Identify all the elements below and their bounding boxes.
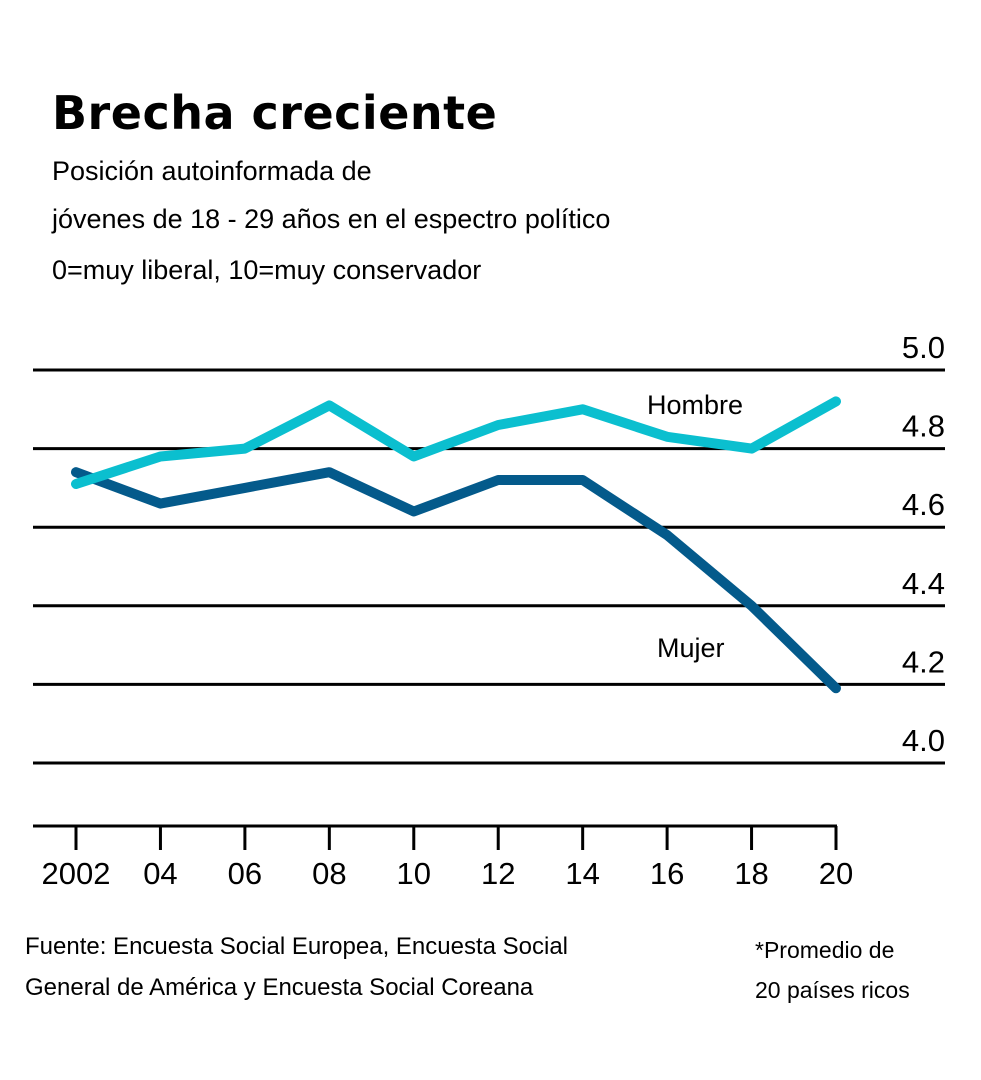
series-label-hombre: Hombre [647, 390, 743, 420]
series-lines [71, 396, 841, 694]
line-chart: 4.04.24.44.64.85.0 2002 04 06 08 10 12 14 16 18 2… [33, 330, 945, 891]
chart-subtitle-line-1: Posición autoinformada de [52, 156, 372, 186]
chart-subtitle-line-2: jóvenes de 18 - 29 años en el espectro p… [52, 204, 611, 234]
chart-scale-note: 0=muy liberal, 10=muy conservador [52, 255, 482, 285]
source-line-1: Fuente: Encuesta Social Europea, Encuest… [25, 933, 568, 960]
y-tick-label: 5.0 [902, 330, 945, 365]
footnote-line-1: *Promedio de [755, 937, 895, 963]
series-label-mujer: Mujer [657, 633, 725, 663]
x-tick-label: 04 [143, 856, 177, 891]
source-line-2: General de América y Encuesta Social Cor… [25, 974, 534, 1001]
y-tick-label: 4.0 [902, 723, 945, 758]
x-tick-label: 18 [734, 856, 768, 891]
gridlines [33, 368, 945, 765]
x-tick-label: 08 [312, 856, 346, 891]
x-tick-label: 16 [650, 856, 684, 891]
x-tick-label: 2002 [42, 856, 111, 891]
series-line-mujer [71, 467, 841, 694]
x-tick-label: 14 [565, 856, 599, 891]
x-tick-label: 12 [481, 856, 515, 891]
chart-title: Brecha creciente [52, 86, 498, 140]
y-tick-label: 4.6 [902, 487, 945, 522]
x-tick-label: 10 [397, 856, 431, 891]
footnote: *Promedio de 20 países ricos [755, 930, 910, 1010]
y-tick-label: 4.2 [902, 644, 945, 679]
source-note: Fuente: Encuesta Social Europea, Encuest… [25, 926, 568, 1008]
x-axis: 2002 04 06 08 10 12 14 16 18 20 [33, 824, 853, 891]
series-line-hombre [71, 396, 841, 489]
x-tick-label: 20 [819, 856, 853, 891]
y-tick-label: 4.8 [902, 409, 945, 444]
x-tick-label: 06 [228, 856, 262, 891]
footnote-line-2: 20 países ricos [755, 977, 910, 1003]
y-axis-tick-labels: 4.0 4.2 4.4 4.6 4.8 5.0 [902, 330, 945, 758]
y-tick-label: 4.4 [902, 566, 945, 601]
